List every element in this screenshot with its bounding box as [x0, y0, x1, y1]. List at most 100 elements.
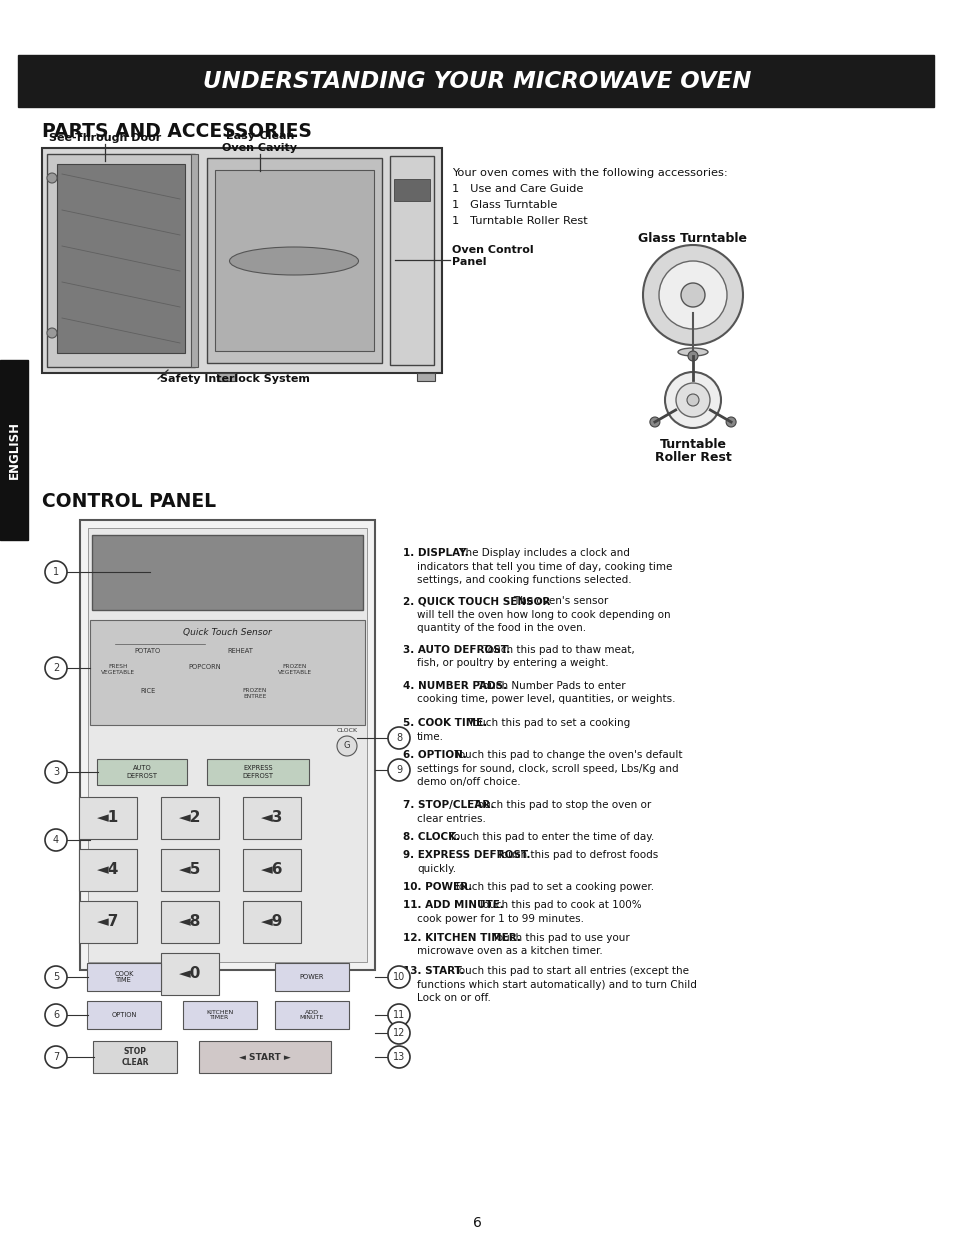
Text: 9. EXPRESS DEFROST.: 9. EXPRESS DEFROST. — [402, 850, 530, 859]
Text: 6. OPTION.: 6. OPTION. — [402, 750, 466, 760]
Text: 5. COOK TIME.: 5. COOK TIME. — [402, 718, 487, 728]
Text: ◄2: ◄2 — [178, 811, 201, 826]
FancyBboxPatch shape — [416, 373, 435, 381]
Text: 10. POWER.: 10. POWER. — [402, 882, 472, 892]
Text: FRESH
VEGETABLE: FRESH VEGETABLE — [101, 664, 135, 674]
Circle shape — [45, 561, 67, 582]
FancyBboxPatch shape — [79, 797, 137, 840]
Text: quantity of the food in the oven.: quantity of the food in the oven. — [416, 623, 585, 633]
Text: Oven Cavity: Oven Cavity — [222, 143, 297, 153]
Text: ADD
MINUTE: ADD MINUTE — [299, 1010, 324, 1021]
FancyBboxPatch shape — [390, 156, 434, 365]
Text: ◄0: ◄0 — [178, 966, 201, 981]
Text: Touch this pad to set a cooking: Touch this pad to set a cooking — [465, 718, 630, 728]
Text: Roller Rest: Roller Rest — [654, 451, 731, 465]
Circle shape — [680, 283, 704, 307]
Text: Touch this pad to cook at 100%: Touch this pad to cook at 100% — [475, 900, 641, 910]
Text: Touch this pad to enter the time of day.: Touch this pad to enter the time of day. — [446, 832, 654, 842]
Circle shape — [659, 261, 726, 329]
FancyBboxPatch shape — [274, 963, 349, 991]
Text: ◄3: ◄3 — [260, 811, 283, 826]
Circle shape — [45, 761, 67, 782]
FancyBboxPatch shape — [243, 797, 301, 840]
Text: time.: time. — [416, 732, 443, 741]
Text: 13. START.: 13. START. — [402, 966, 464, 976]
Circle shape — [649, 417, 659, 427]
Text: 6: 6 — [52, 1010, 59, 1020]
Text: 7. STOP/CLEAR.: 7. STOP/CLEAR. — [402, 800, 494, 810]
FancyBboxPatch shape — [207, 759, 309, 785]
Text: functions which start automatically) and to turn Child: functions which start automatically) and… — [416, 980, 696, 990]
FancyBboxPatch shape — [161, 797, 219, 840]
Circle shape — [45, 1004, 67, 1026]
Text: Lock on or off.: Lock on or off. — [416, 994, 491, 1004]
Text: 11. ADD MINUTE.: 11. ADD MINUTE. — [402, 900, 503, 910]
FancyBboxPatch shape — [207, 158, 381, 363]
Text: 1   Glass Turntable: 1 Glass Turntable — [452, 200, 557, 210]
Text: UNDERSTANDING YOUR MICROWAVE OVEN: UNDERSTANDING YOUR MICROWAVE OVEN — [203, 70, 750, 92]
Text: RICE: RICE — [140, 688, 155, 694]
FancyBboxPatch shape — [47, 154, 194, 366]
Text: ◄ START ►: ◄ START ► — [239, 1052, 291, 1062]
Text: Oven Control: Oven Control — [452, 245, 533, 255]
FancyBboxPatch shape — [92, 1041, 177, 1073]
Text: FROZEN
ENTREE: FROZEN ENTREE — [243, 688, 267, 699]
Text: 1   Use and Care Guide: 1 Use and Care Guide — [452, 184, 583, 194]
Text: fish, or poultry by entering a weight.: fish, or poultry by entering a weight. — [416, 658, 608, 668]
Text: will tell the oven how long to cook depending on: will tell the oven how long to cook depe… — [416, 610, 670, 620]
FancyBboxPatch shape — [91, 535, 363, 610]
FancyBboxPatch shape — [97, 759, 187, 785]
Text: STOP
CLEAR: STOP CLEAR — [121, 1047, 149, 1067]
Text: 1: 1 — [52, 568, 59, 578]
Text: ◄8: ◄8 — [178, 914, 201, 929]
Circle shape — [388, 1022, 410, 1045]
FancyBboxPatch shape — [161, 850, 219, 891]
FancyBboxPatch shape — [161, 900, 219, 943]
Text: indicators that tell you time of day, cooking time: indicators that tell you time of day, co… — [416, 561, 672, 571]
FancyBboxPatch shape — [274, 1001, 349, 1030]
Text: 13: 13 — [393, 1052, 405, 1062]
Text: 12. KITCHEN TIMER.: 12. KITCHEN TIMER. — [402, 933, 520, 943]
Circle shape — [45, 1046, 67, 1068]
FancyBboxPatch shape — [79, 900, 137, 943]
FancyBboxPatch shape — [161, 953, 219, 995]
Circle shape — [676, 383, 709, 417]
Circle shape — [336, 737, 356, 756]
Text: settings, and cooking functions selected.: settings, and cooking functions selected… — [416, 575, 631, 585]
Circle shape — [47, 328, 57, 338]
FancyBboxPatch shape — [191, 154, 198, 366]
Text: EXPRESS
DEFROST: EXPRESS DEFROST — [242, 765, 274, 779]
Text: 12: 12 — [393, 1028, 405, 1038]
FancyBboxPatch shape — [87, 1001, 161, 1030]
FancyBboxPatch shape — [0, 360, 28, 540]
Circle shape — [45, 657, 67, 679]
Text: Quick Touch Sensor: Quick Touch Sensor — [182, 628, 271, 637]
FancyBboxPatch shape — [216, 373, 234, 381]
FancyBboxPatch shape — [18, 55, 933, 107]
Circle shape — [388, 727, 410, 749]
Text: Easy-Clean: Easy-Clean — [226, 130, 294, 142]
Text: Safety Interlock System: Safety Interlock System — [160, 374, 310, 384]
FancyBboxPatch shape — [79, 850, 137, 891]
Text: 2. QUICK TOUCH SENSOR: 2. QUICK TOUCH SENSOR — [402, 596, 550, 606]
Text: CLOCK: CLOCK — [336, 728, 357, 733]
Circle shape — [687, 351, 698, 361]
FancyBboxPatch shape — [183, 1001, 256, 1030]
Text: cooking time, power level, quantities, or weights.: cooking time, power level, quantities, o… — [416, 694, 675, 704]
Circle shape — [725, 417, 736, 427]
Text: PARTS AND ACCESSORIES: PARTS AND ACCESSORIES — [42, 122, 312, 142]
Text: 11: 11 — [393, 1010, 405, 1020]
Text: ◄7: ◄7 — [96, 914, 119, 929]
Text: COOK
TIME: COOK TIME — [114, 970, 133, 984]
Circle shape — [642, 245, 742, 345]
Text: Touch this pad to use your: Touch this pad to use your — [489, 933, 630, 943]
FancyBboxPatch shape — [394, 179, 430, 201]
Text: 4: 4 — [52, 835, 59, 845]
Text: ◄4: ◄4 — [96, 862, 119, 878]
Text: ◄5: ◄5 — [178, 862, 201, 878]
FancyBboxPatch shape — [243, 850, 301, 891]
Circle shape — [47, 173, 57, 183]
Circle shape — [388, 966, 410, 987]
Text: CONTROL PANEL: CONTROL PANEL — [42, 492, 216, 510]
Text: Touch this pad to start all entries (except the: Touch this pad to start all entries (exc… — [451, 966, 688, 976]
